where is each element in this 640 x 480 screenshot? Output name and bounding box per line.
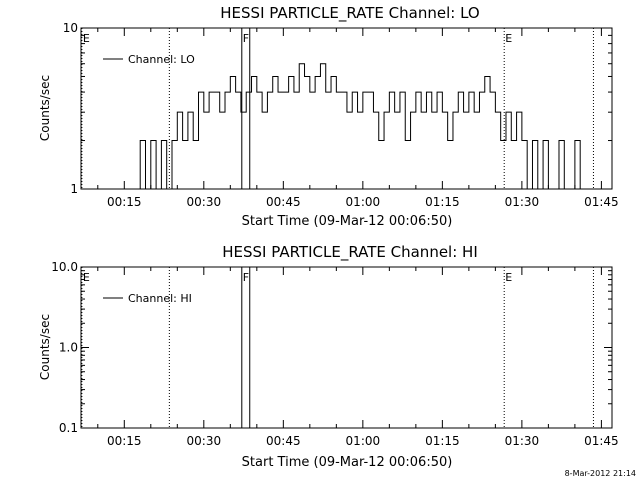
event-marker-label: F [243, 32, 249, 45]
y-tick-label: 1.0 [59, 341, 78, 355]
event-marker-label: E [505, 32, 512, 45]
x-tick-label: 00:15 [107, 434, 142, 448]
panel-lo-xlabel: Start Time (09-Mar-12 00:06:50) [242, 214, 453, 229]
plot-frame [80, 27, 613, 190]
event-marker-label: E [83, 32, 90, 45]
x-tick-label: 01:15 [425, 195, 460, 209]
panel-lo-ylabel: Counts/sec [38, 75, 52, 141]
x-tick-label: 01:00 [346, 195, 381, 209]
x-tick-label: 01:00 [346, 434, 381, 448]
y-tick-label: 1 [70, 182, 78, 196]
panel-hi-ylabel: Counts/sec [38, 314, 52, 380]
series-line-0 [134, 63, 586, 190]
event-marker-label: E [505, 271, 512, 284]
panel-hi-legend-label: Channel: HI [128, 292, 192, 305]
x-tick-label: 01:30 [505, 195, 540, 209]
panel-lo-legend-label: Channel: LO [128, 53, 195, 66]
x-tick-label: 00:30 [187, 195, 222, 209]
panel-lo-title: HESSI PARTICLE_RATE Channel: LO [220, 4, 479, 23]
footer-timestamp: 8-Mar-2012 21:14 [565, 469, 636, 478]
event-marker-label: E [83, 271, 90, 284]
panel-hi-channel: HESSI PARTICLE_RATE Channel: HI Start Ti… [38, 243, 619, 470]
x-tick-label: 00:45 [266, 434, 301, 448]
x-tick-label: 00:15 [107, 195, 142, 209]
y-tick-label: 10.0 [51, 260, 78, 274]
event-marker-label: F [243, 271, 249, 284]
y-tick-label: 10 [63, 21, 78, 35]
panel-hi-xlabel: Start Time (09-Mar-12 00:06:50) [242, 455, 453, 470]
panel-lo-channel: HESSI PARTICLE_RATE Channel: LO Start Ti… [38, 4, 619, 229]
x-tick-label: 01:30 [505, 434, 540, 448]
x-tick-label: 01:45 [584, 434, 619, 448]
x-tick-label: 00:30 [187, 434, 222, 448]
x-tick-label: 01:15 [425, 434, 460, 448]
panel-hi-title: HESSI PARTICLE_RATE Channel: HI [222, 243, 478, 262]
x-tick-label: 01:45 [584, 195, 619, 209]
y-tick-label: 0.1 [59, 421, 78, 435]
x-tick-label: 00:45 [266, 195, 301, 209]
